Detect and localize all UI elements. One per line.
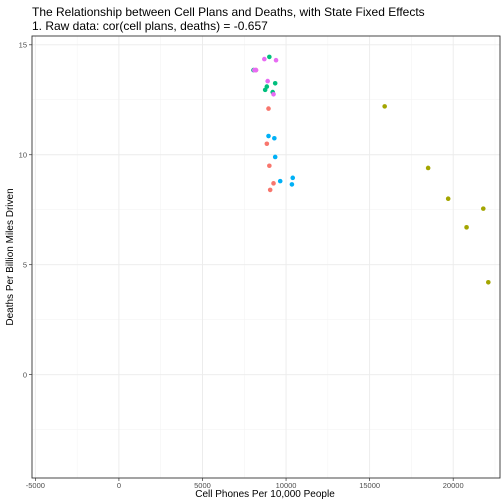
data-point — [486, 279, 491, 285]
data-point — [425, 165, 431, 171]
chart-title: The Relationship between Cell Plans and … — [32, 5, 425, 19]
data-point — [252, 67, 257, 73]
data-point — [272, 135, 277, 141]
data-point — [271, 181, 276, 186]
data-point — [273, 57, 279, 63]
data-point — [289, 182, 295, 187]
y-tick-label: 5 — [23, 260, 27, 269]
data-point — [264, 141, 270, 147]
data-point — [272, 80, 278, 86]
data-point — [262, 87, 268, 93]
plot-area: -5000 0 5000 10000 15000 20000 0 5 10 15 — [19, 35, 501, 490]
data-point — [262, 56, 267, 62]
data-point — [464, 225, 469, 230]
x-tick-label: 5000 — [194, 481, 211, 490]
y-tick-label: 0 — [23, 370, 27, 379]
y-axis-label: Deaths Per Billion Miles Driven — [5, 188, 16, 325]
data-point — [382, 104, 387, 109]
x-tick-label: 10000 — [276, 481, 297, 490]
data-point — [271, 91, 276, 97]
data-point — [267, 187, 273, 193]
data-point — [266, 133, 271, 139]
data-point — [290, 175, 296, 181]
data-point — [445, 196, 451, 202]
data-point — [265, 78, 270, 84]
data-point — [272, 154, 278, 160]
data-point — [267, 54, 272, 60]
x-tick-label: 0 — [117, 481, 121, 490]
chart-subtitle: 1. Raw data: cor(cell plans, deaths) = -… — [32, 19, 268, 33]
data-point — [480, 206, 486, 211]
y-tick-label: 10 — [19, 150, 27, 159]
y-tick-label: 15 — [19, 40, 27, 49]
data-point — [267, 163, 272, 169]
x-axis-label: Cell Phones Per 10,000 People — [195, 489, 335, 500]
x-tick-label: 15000 — [359, 481, 380, 490]
data-point — [266, 106, 271, 111]
x-tick-label: -5000 — [26, 481, 45, 490]
x-tick-label: 20000 — [443, 481, 464, 490]
panel-border — [31, 35, 501, 479]
data-point — [277, 178, 283, 184]
